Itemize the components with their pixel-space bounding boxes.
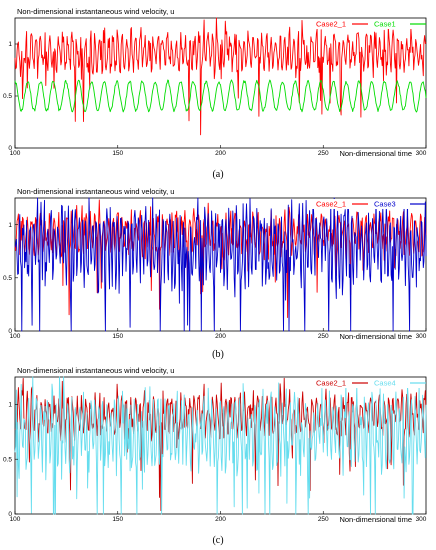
legend-label: Case1 bbox=[374, 20, 396, 29]
x-tick-label: 250 bbox=[318, 150, 329, 157]
y-tick-label: 0.5 bbox=[3, 275, 12, 282]
chart-panel-1: 100 150 200 250 300 0 0.5 1 Non-dimensional inst… bbox=[3, 7, 427, 180]
legend-label: Case2_1 bbox=[316, 379, 346, 388]
legend-label: Case4 bbox=[374, 379, 396, 388]
x-axis-title: Non-dimensional time bbox=[339, 515, 412, 524]
y-tick-label: 0 bbox=[8, 511, 12, 518]
y-axis-title: Non-dimensional instantaneous wind veloc… bbox=[17, 7, 174, 16]
plot-frame bbox=[14, 17, 427, 149]
y-tick-label: 0.5 bbox=[3, 456, 12, 463]
x-tick-label: 200 bbox=[215, 333, 226, 340]
y-tick-label: 1 bbox=[8, 402, 12, 409]
x-tick-label: 200 bbox=[215, 516, 226, 523]
x-tick-label: 300 bbox=[416, 516, 427, 523]
x-tick-label: 200 bbox=[215, 150, 226, 157]
y-tick-label: 0.5 bbox=[3, 93, 12, 100]
x-axis-title-bg bbox=[340, 332, 414, 341]
panel-caption: (b) bbox=[212, 349, 224, 360]
x-tick-label: 300 bbox=[416, 150, 427, 157]
series-line-case3 bbox=[14, 197, 427, 332]
y-tick-label: 1 bbox=[8, 41, 12, 48]
x-tick-label: 100 bbox=[10, 333, 21, 340]
x-tick-label: 150 bbox=[112, 333, 123, 340]
panel-caption: (c) bbox=[212, 535, 223, 546]
y-tick-label: 0 bbox=[8, 145, 12, 152]
panel-caption: (a) bbox=[212, 169, 223, 180]
chart-panel-2: 100 150 200 250 300 0 0.5 1 Non-dimensional inst… bbox=[3, 187, 427, 360]
legend-label: Case2_1 bbox=[316, 20, 346, 29]
x-tick-label: 150 bbox=[112, 516, 123, 523]
legend-label: Case3 bbox=[374, 200, 396, 209]
x-tick-label: 300 bbox=[416, 333, 427, 340]
x-axis-title-bg bbox=[340, 515, 414, 524]
x-axis-title: Non-dimensional time bbox=[339, 149, 412, 158]
y-tick-label: 0 bbox=[8, 328, 12, 335]
x-axis-title: Non-dimensional time bbox=[339, 332, 412, 341]
x-tick-label: 250 bbox=[318, 516, 329, 523]
y-axis-title: Non-dimensional instantaneous wind veloc… bbox=[17, 366, 174, 375]
x-tick-label: 100 bbox=[10, 516, 21, 523]
series-line-case2-1 bbox=[14, 17, 427, 136]
x-tick-label: 150 bbox=[112, 150, 123, 157]
series-line-case4 bbox=[14, 376, 427, 515]
x-tick-label: 100 bbox=[10, 150, 21, 157]
series-line-case1 bbox=[14, 79, 427, 113]
y-axis-title: Non-dimensional instantaneous wind veloc… bbox=[17, 187, 174, 196]
x-axis-title-bg bbox=[340, 149, 414, 158]
x-tick-label: 250 bbox=[318, 333, 329, 340]
y-tick-label: 1 bbox=[8, 222, 12, 229]
legend-label: Case2_1 bbox=[316, 200, 346, 209]
chart-panel-3: 100 150 200 250 300 0 0.5 1 Non-dimensional inst… bbox=[3, 366, 427, 546]
